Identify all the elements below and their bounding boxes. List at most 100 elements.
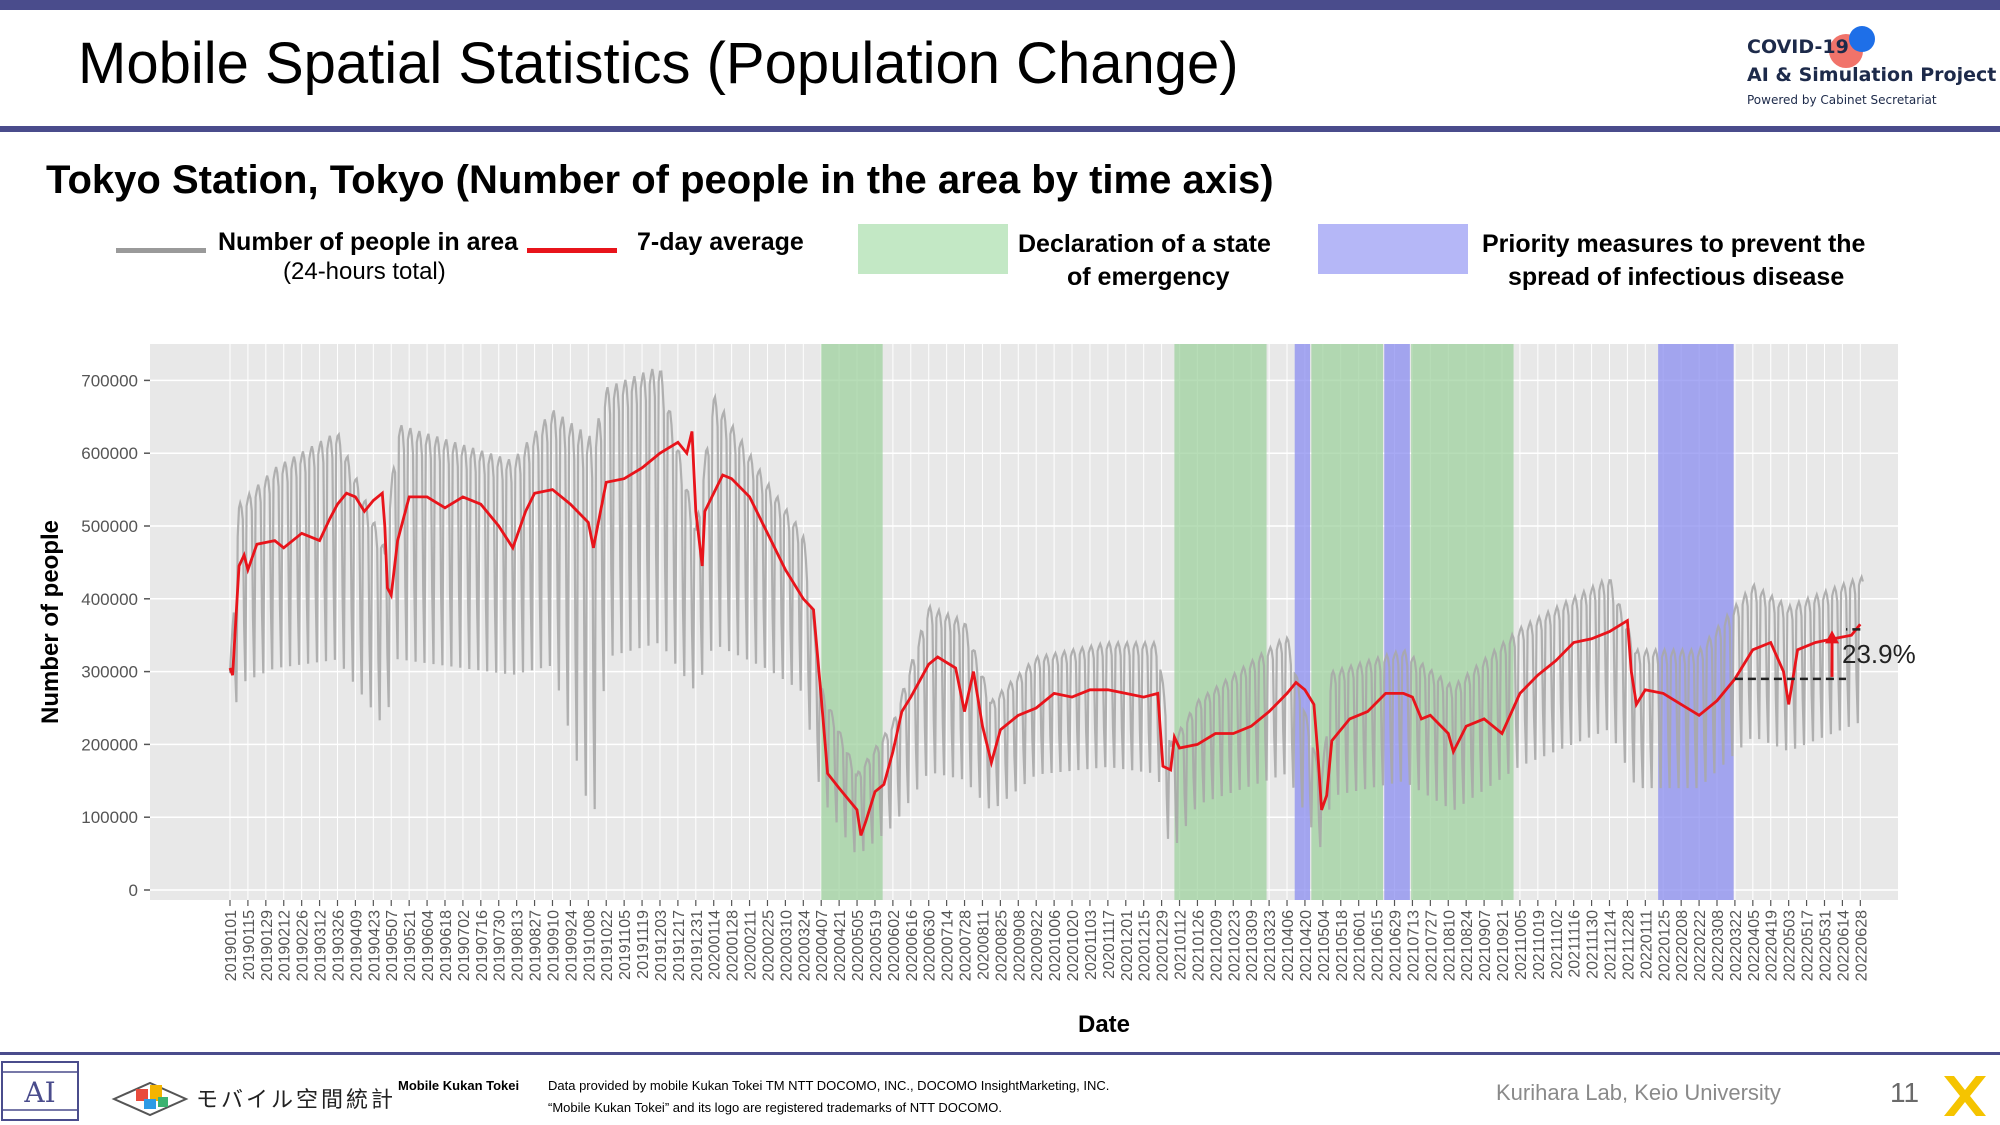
x-tick-label: 20191105	[617, 910, 634, 980]
legend-avg-label: 7-day average	[637, 228, 804, 256]
x-tick-label: 20200211	[743, 910, 760, 980]
x-tick-label: 20190115	[241, 910, 258, 980]
x-tick-label: 20190924	[563, 910, 580, 981]
x-tick-label: 20191008	[581, 910, 598, 981]
x-tick-label: 20210406	[1280, 910, 1297, 981]
x-tick-label: 20210727	[1423, 910, 1440, 981]
annotation-label: 23.9%	[1842, 639, 1916, 669]
x-tick-label: 20201006	[1047, 910, 1064, 981]
footer-product-name: Mobile Kukan Tokei	[398, 1078, 520, 1093]
footer-credit-line-1: Data provided by mobile Kukan Tokei TM N…	[548, 1078, 1110, 1093]
y-tick-label: 0	[129, 881, 138, 900]
y-axis: 0 100000 200000 300000 400000 500000 600000 700…	[81, 371, 150, 900]
x-tick-label: 20220531	[1817, 910, 1834, 981]
x-tick-label: 20220405	[1746, 910, 1763, 981]
y-tick-label: 300000	[81, 663, 138, 682]
x-tick-label: 20190521	[402, 910, 419, 981]
x-tick-label: 20210309	[1244, 910, 1261, 981]
logo-line-2: AI & Simulation Project	[1747, 64, 1997, 86]
x-tick-label: 20190423	[366, 910, 383, 981]
chart-subtitle: Tokyo Station, Tokyo (Number of people i…	[46, 158, 1274, 202]
x-tick-label: 20200811	[975, 910, 992, 980]
x-tick-label: 20200324	[796, 910, 813, 981]
x-tick-label: 20210420	[1298, 910, 1315, 981]
x-tick-label: 20201020	[1065, 910, 1082, 981]
x-tick-label: 20210615	[1370, 910, 1387, 981]
x-tick-label: 20190604	[420, 910, 437, 981]
x-tick-label: 20190326	[330, 910, 347, 981]
x-tick-label: 20200908	[1011, 910, 1028, 981]
x-tick-label: 20210223	[1226, 910, 1243, 981]
logo-line-3: Powered by Cabinet Secretariat	[1747, 93, 1937, 107]
x-tick-label: 20220111	[1638, 910, 1655, 979]
x-tick-label: 20190101	[223, 910, 240, 981]
x-tick-label: 20211019	[1531, 910, 1548, 980]
x-tick-label: 20210824	[1459, 910, 1476, 981]
x-tick-label: 20200630	[922, 910, 939, 981]
y-axis-title: Number of people	[37, 520, 64, 724]
x-tick-label: 20200225	[760, 910, 777, 981]
footer-credit-line-2: “Mobile Kukan Tokei” and its logo are re…	[548, 1100, 1002, 1115]
x-tick-label: 20190212	[277, 910, 294, 981]
legend-avg-line-swatch	[527, 248, 617, 253]
svg-text:AI: AI	[23, 1076, 55, 1109]
x-tick-label: 20190129	[259, 910, 276, 981]
x-tick-label: 20210209	[1208, 910, 1225, 981]
y-tick-label: 200000	[81, 735, 138, 754]
x-tick-label: 20200505	[850, 910, 867, 981]
avg-7day-series-line	[228, 431, 1862, 836]
x-tick-label: 20201103	[1083, 910, 1100, 980]
emergency-band	[1311, 344, 1383, 900]
x-tick-label: 20200407	[814, 910, 831, 981]
footer-divider	[0, 1052, 2000, 1055]
priority-band	[1658, 344, 1734, 900]
x-tick-label: 20210810	[1441, 910, 1458, 981]
x-tick-label: 20201117	[1101, 910, 1118, 979]
population-chart: 0 100000 200000 300000 400000 500000 600000 700…	[37, 344, 1916, 1038]
legend-raw-sublabel: (24-hours total)	[283, 258, 446, 285]
chart-legend: Number of people in area (24-hours total…	[0, 220, 2000, 310]
x-tick-label: 20220628	[1853, 910, 1870, 981]
legend-emergency-swatch	[858, 224, 1008, 274]
x-tick-label: 20190910	[545, 910, 562, 981]
x-tick-label: 20210907	[1477, 910, 1494, 981]
page-number: 11	[1890, 1077, 1920, 1108]
x-tick-label: 20200714	[940, 910, 957, 981]
emergency-band	[1174, 344, 1267, 900]
x-tick-label: 20191119	[635, 910, 652, 979]
x-tick-label: 20190312	[313, 910, 330, 981]
x-tick-label: 20210112	[1173, 910, 1190, 980]
x-tick-label: 20190827	[528, 910, 545, 981]
x-tick-label: 20201201	[1119, 910, 1136, 981]
x-tick-label: 20211228	[1620, 910, 1637, 980]
x-tick-label: 20200602	[886, 910, 903, 981]
x-tick-label: 20190730	[492, 910, 509, 981]
x-tick-label: 20200825	[993, 910, 1010, 981]
y-tick-label: 600000	[81, 444, 138, 463]
x-tick-label: 20211005	[1513, 910, 1530, 980]
x-tick-label: 20200728	[958, 910, 975, 981]
x-tick-label: 20220614	[1835, 910, 1852, 981]
logo-blue-dot	[1849, 26, 1875, 52]
x-tick-label: 20190813	[510, 910, 527, 981]
x-tick-label: 20200519	[868, 910, 885, 981]
x-tick-label: 20220308	[1710, 910, 1727, 981]
x-tick-label: 20211130	[1585, 910, 1602, 979]
emergency-band	[1411, 344, 1514, 900]
page-title: Mobile Spatial Statistics (Population Ch…	[78, 31, 1239, 96]
x-tick-label: 20201229	[1155, 910, 1172, 981]
x-tick-label: 20190507	[384, 910, 401, 981]
x-tick-label: 20190226	[295, 910, 312, 981]
x-tick-label: 20210629	[1388, 910, 1405, 981]
x-tick-label: 20220322	[1728, 910, 1745, 981]
title-divider	[0, 126, 2000, 132]
x-tick-label: 20190409	[348, 910, 365, 981]
x-tick-label: 20191231	[689, 910, 706, 981]
x-tick-label: 20190702	[456, 910, 473, 981]
legend-emergency-label-2: of emergency	[1067, 263, 1230, 291]
x-tick-label: 20210323	[1262, 910, 1279, 981]
legend-raw-line-swatch	[116, 248, 206, 253]
cross-logo-icon	[1944, 1076, 1986, 1116]
x-tick-label: 20220517	[1800, 910, 1817, 981]
x-tick-label: 20201215	[1137, 910, 1154, 981]
